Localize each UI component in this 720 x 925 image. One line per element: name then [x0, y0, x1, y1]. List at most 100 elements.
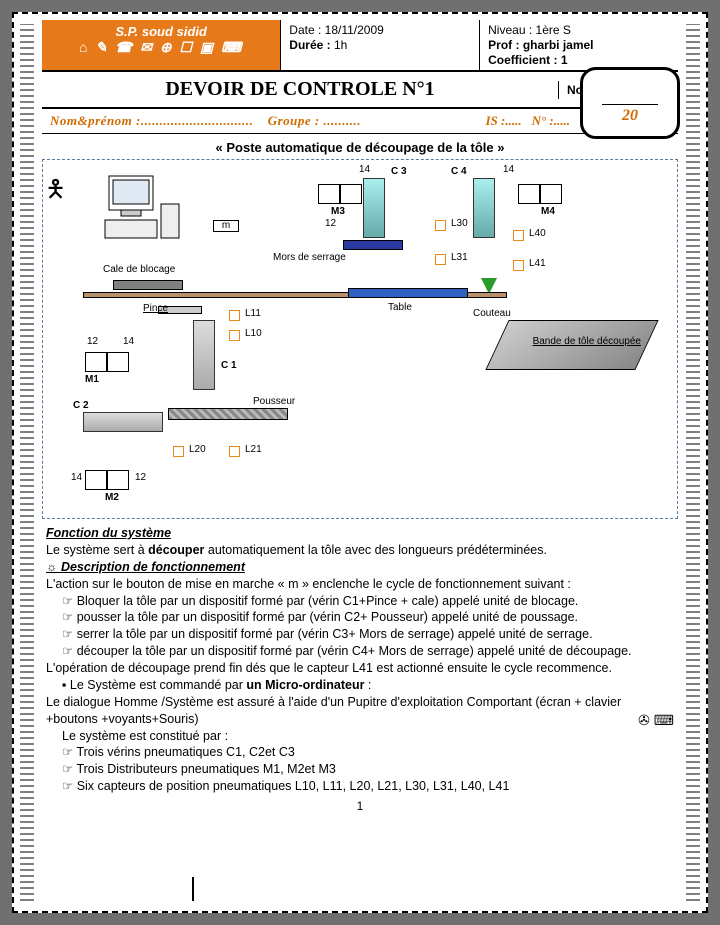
prof-value: gharbi jamel: [523, 38, 594, 52]
coef-label: Coefficient :: [488, 53, 557, 67]
distributor-m4: [518, 184, 562, 204]
sensor-l31: [435, 254, 446, 265]
p-constitue: Le système est constitué par :: [46, 728, 674, 745]
n14a: 14: [123, 336, 134, 347]
c2-label: C 2: [73, 400, 89, 411]
heading-description: Description de fonctionnement: [46, 559, 674, 576]
distributor-m3: [318, 184, 362, 204]
sensor-l10: [229, 330, 240, 341]
n12c: 12: [325, 218, 336, 229]
date-value: 18/11/2009: [325, 23, 384, 37]
comp-3: Six capteurs de position pneumatiques L1…: [62, 778, 674, 795]
sensor-l11: [229, 310, 240, 321]
p1c: automatiquement la tôle avec des longueu…: [204, 543, 547, 557]
header: S.P. soud sidid ⌂ ✎ ☎ ✉ ⊕ ☐ ▣ ⌨ Date : 1…: [42, 20, 678, 72]
l31-label: L31: [451, 252, 468, 263]
sensor-l40: [513, 230, 524, 241]
c4-label: C 4: [451, 166, 467, 177]
m4-label: M4: [541, 206, 555, 217]
page: S.P. soud sidid ⌂ ✎ ☎ ✉ ⊕ ☐ ▣ ⌨ Date : 1…: [12, 12, 708, 913]
p1a: Le système sert à: [46, 543, 148, 557]
bullet-micro: Le Système est commandé par un Micro-ord…: [62, 677, 674, 694]
m1-label: M1: [85, 374, 99, 385]
l10-label: L10: [245, 328, 262, 339]
b1a: Le Système est commandé par: [70, 678, 246, 692]
p-description: L'action sur le bouton de mise en marche…: [46, 576, 674, 593]
niveau-row: Niveau : 1ère S: [488, 23, 670, 37]
cylinder-c1: [193, 320, 215, 390]
page-number: 1: [42, 795, 678, 813]
sensor-l21: [229, 446, 240, 457]
table-label: Table: [388, 302, 412, 313]
is-field: IS :.....: [485, 113, 521, 129]
exam-title: DEVOIR DE CONTROLE N°1: [42, 72, 558, 107]
pince-label: Pince: [143, 303, 168, 314]
n14c: 14: [359, 164, 370, 175]
sensor-l20: [173, 446, 184, 457]
mors-label: Mors de serrage: [273, 252, 346, 263]
date-label: Date :: [289, 23, 321, 37]
ornament-left: [20, 24, 34, 901]
c1-label: C 1: [221, 360, 237, 371]
cylinder-c3: [363, 178, 385, 238]
pousseur-label: Pousseur: [253, 396, 295, 407]
niveau-value: 1ère S: [536, 23, 571, 37]
l21-label: L21: [245, 444, 262, 455]
p-dialogue: Le dialogue Homme /Système est assuré à …: [46, 694, 674, 728]
m3-label: M3: [331, 206, 345, 217]
text-cursor: [192, 877, 194, 901]
subject-subtitle: « Poste automatique de découpage de la t…: [42, 134, 678, 157]
header-icon-row: ⌂ ✎ ☎ ✉ ⊕ ☐ ▣ ⌨: [50, 39, 272, 56]
p4: Le dialogue Homme /Système est assuré à …: [46, 695, 621, 726]
p-fonction: Le système sert à découper automatiqueme…: [46, 542, 674, 559]
header-mid: Date : 18/11/2009 Durée : 1h: [280, 20, 479, 70]
l41-label: L41: [529, 258, 546, 269]
duree-value: 1h: [334, 38, 347, 52]
p1b: découper: [148, 543, 204, 557]
name-row: Nom&prénom :............................…: [42, 109, 678, 134]
header-right: Niveau : 1ère S Prof : gharbi jamel Coef…: [479, 20, 678, 70]
comp-1: Trois vérins pneumatiques C1, C2et C3: [62, 744, 674, 761]
n-field: N° :.....: [532, 113, 570, 129]
l30-label: L30: [451, 218, 468, 229]
prof-label: Prof :: [488, 38, 519, 52]
distributor-m1: [85, 352, 129, 372]
components-list: Trois vérins pneumatiques C1, C2et C3 Tr…: [46, 744, 674, 795]
score-box: 20: [580, 67, 680, 139]
table: [348, 288, 468, 298]
n14-m2: 14: [71, 472, 82, 483]
duree-label: Durée :: [289, 38, 330, 52]
l40-label: L40: [529, 228, 546, 239]
computer-icon: [103, 174, 183, 244]
bande-label: Bande de tôle découpée: [533, 336, 641, 347]
n12-m2: 12: [135, 472, 146, 483]
mors-de-serrage: [343, 240, 403, 250]
sensor-l30: [435, 220, 446, 231]
step-4: découper la tôle par un dispositif formé…: [62, 643, 674, 660]
cale-label: Cale de blocage: [103, 264, 175, 275]
comp-2: Trois Distributeurs pneumatiques M1, M2e…: [62, 761, 674, 778]
nom-field: Nom&prénom :............................…: [50, 113, 268, 129]
m2-label: M2: [105, 492, 119, 503]
system-bullet: Le Système est commandé par un Micro-ord…: [46, 677, 674, 694]
score-denominator: 20: [622, 107, 638, 124]
niveau-label: Niveau :: [488, 23, 532, 37]
l20-label: L20: [189, 444, 206, 455]
heading-fonction: Fonction du système: [46, 525, 674, 542]
groupe-field: Groupe : ..........: [268, 113, 486, 129]
step-1: Bloquer la tôle par un dispositif formé …: [62, 593, 674, 610]
sensor-l41: [513, 260, 524, 271]
m-button: m: [213, 220, 239, 232]
ornament-right: [686, 24, 700, 901]
b1c: :: [364, 678, 371, 692]
p-cycle-end: L'opération de découpage prend fin dés q…: [46, 660, 674, 677]
step-3: serrer la tôle par un dispositif formé p…: [62, 626, 674, 643]
person-icon: 🯅: [45, 172, 66, 213]
couteau-label: Couteau: [473, 308, 511, 319]
distributor-m2: [85, 470, 129, 490]
system-diagram: 🯅 m C 3 M3 Mors de serrage C 4 M4: [42, 159, 678, 519]
b1b: un Micro-ordinateur: [246, 678, 364, 692]
l11-label: L11: [245, 308, 261, 319]
cale-de-blocage: [113, 280, 183, 290]
duree-row: Durée : 1h: [289, 38, 471, 52]
